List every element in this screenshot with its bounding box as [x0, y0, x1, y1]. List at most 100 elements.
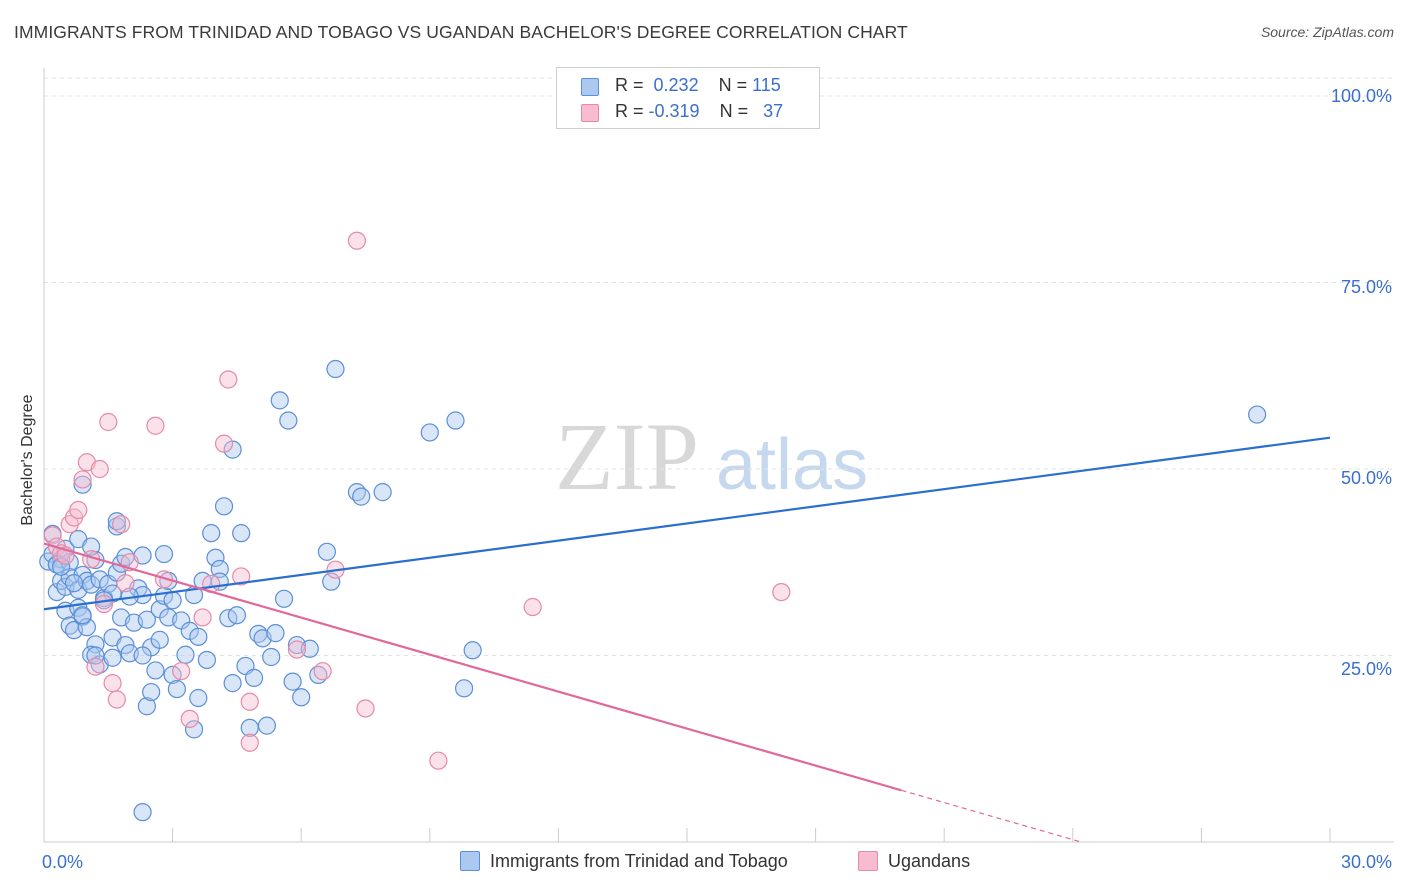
x-tick-label: 0.0%	[42, 852, 84, 872]
legend-item-blue: Immigrants from Trinidad and Tobago	[460, 851, 788, 872]
y-tick-label: 25.0%	[1340, 659, 1392, 679]
data-point	[167, 679, 186, 699]
data-point	[103, 674, 122, 693]
data-point	[193, 608, 212, 627]
data-point	[352, 487, 371, 506]
data-point	[82, 537, 101, 556]
legend-item-pink: Ugandans	[858, 851, 970, 872]
data-point	[133, 803, 152, 822]
data-point	[154, 544, 174, 564]
n-value: 115	[752, 75, 781, 95]
n-label: N =	[719, 101, 749, 121]
data-point	[73, 470, 92, 489]
r-label: R =	[615, 101, 644, 121]
data-point	[94, 594, 114, 614]
data-point	[317, 542, 337, 561]
data-point	[146, 661, 165, 680]
data-point	[206, 548, 225, 567]
data-point	[116, 635, 135, 655]
data-point	[274, 589, 294, 608]
data-point	[446, 411, 465, 430]
watermark-atlas: atlas	[716, 425, 868, 505]
data-point	[322, 572, 341, 591]
y-tick-label: 100.0%	[1330, 86, 1392, 106]
data-point	[772, 582, 791, 602]
grid-lines	[44, 77, 1394, 656]
data-point	[90, 459, 109, 479]
data-point	[73, 606, 92, 625]
data-point	[240, 733, 259, 752]
data-point	[240, 692, 259, 711]
axes	[43, 68, 1394, 843]
trend-line-pink	[43, 542, 902, 792]
data-point	[326, 359, 345, 379]
data-point	[137, 610, 156, 629]
chart-title: IMMIGRANTS FROM TRINIDAD AND TOBAGO VS U…	[14, 22, 908, 42]
r-value: -0.319	[648, 101, 700, 121]
data-point	[189, 627, 208, 646]
r-label: R =	[615, 75, 644, 95]
data-point	[454, 679, 474, 698]
pink-legend-swatch	[858, 851, 878, 871]
data-point	[463, 641, 482, 660]
n-value: 37	[763, 101, 784, 121]
data-point	[184, 720, 204, 739]
data-point	[223, 674, 242, 693]
data-point	[347, 231, 367, 250]
data-point	[262, 647, 281, 667]
data-point	[279, 411, 298, 430]
data-point	[86, 657, 105, 676]
data-point	[112, 515, 131, 534]
blue-swatch	[581, 78, 599, 96]
data-point	[172, 662, 191, 681]
data-point	[116, 574, 135, 593]
data-point	[257, 716, 277, 735]
data-point	[227, 606, 246, 625]
data-point	[420, 423, 439, 442]
data-point	[77, 618, 96, 637]
data-point	[523, 597, 542, 617]
data-point	[266, 624, 285, 643]
data-point	[373, 483, 392, 502]
data-point	[1248, 405, 1267, 424]
data-point	[283, 672, 302, 691]
data-point	[137, 697, 156, 716]
y-tick-label: 75.0%	[1340, 277, 1392, 297]
data-point	[142, 682, 161, 702]
data-point	[300, 639, 319, 658]
data-point	[214, 497, 234, 516]
data-point	[214, 434, 234, 453]
blue-legend-swatch	[460, 851, 480, 871]
data-point	[146, 416, 165, 435]
x-tick-label: 30.0%	[1340, 852, 1392, 872]
pink-swatch	[581, 104, 599, 122]
data-point	[356, 699, 375, 718]
data-point	[210, 559, 229, 579]
source-credit: Source: ZipAtlas.com	[1260, 24, 1394, 40]
data-point	[219, 370, 238, 389]
data-point	[244, 668, 264, 687]
trend-line-pink-extension	[901, 789, 1082, 843]
data-point	[270, 391, 289, 410]
data-point	[176, 645, 195, 664]
data-point	[90, 570, 109, 589]
data-point	[154, 570, 174, 589]
data-point	[69, 500, 88, 520]
data-point	[189, 688, 208, 708]
data-point	[99, 412, 118, 432]
data-point	[107, 690, 126, 709]
stats-legend: R = 0.232 N = 115 R = -0.319 N = 37	[556, 67, 820, 129]
trend-line-blue	[43, 436, 1331, 611]
data-point	[47, 582, 66, 602]
y-tick-label: 50.0%	[1340, 468, 1392, 488]
data-point	[43, 526, 62, 545]
watermark: ZIP atlas	[555, 403, 868, 510]
r-value: 0.232	[653, 75, 699, 95]
data-point	[52, 557, 71, 576]
data-point	[202, 524, 221, 543]
data-point	[180, 709, 199, 729]
series-pink-points	[43, 231, 791, 770]
data-point	[163, 591, 182, 610]
trend-lines	[43, 436, 1331, 843]
